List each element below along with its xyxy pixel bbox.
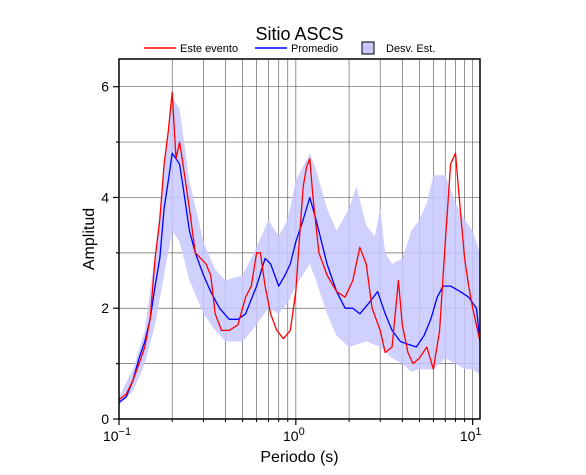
chart-title: Sitio ASCS <box>255 24 343 44</box>
x-axis-title: Periodo (s) <box>260 449 338 466</box>
legend-label-2: Desv. Est. <box>386 43 435 55</box>
legend-label-1: Promedio <box>291 43 338 55</box>
legend: Este evento Promedio Desv. Est. <box>144 41 435 55</box>
y-tick-label: 0 <box>101 411 109 427</box>
series-line-promedio <box>118 152 481 403</box>
x-tick-label: 101 <box>460 426 482 444</box>
y-axis-title: Amplitud <box>81 208 98 270</box>
y-tick-label: 6 <box>101 79 109 95</box>
y-tick-label: 4 <box>101 189 109 205</box>
legend-label-0: Este evento <box>180 43 238 55</box>
band-layer <box>119 97 480 406</box>
axes: 10−1 100 101 0 2 4 6 <box>101 58 482 444</box>
series-layer <box>118 91 481 403</box>
x-tick-label: 10−1 <box>103 426 131 444</box>
legend-swatch-2 <box>361 41 375 55</box>
plot-frame <box>118 58 481 420</box>
series-line-este-evento <box>118 91 481 401</box>
y-tick-label: 2 <box>101 300 109 316</box>
std-dev-band <box>119 97 480 406</box>
x-tick-label: 100 <box>283 426 305 444</box>
